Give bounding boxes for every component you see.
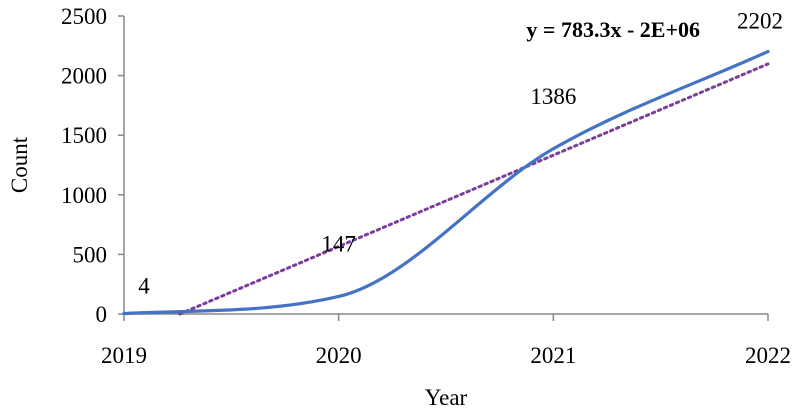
series-line — [122, 49, 770, 316]
data-labels: 4 147 1386 2202 — [138, 9, 783, 299]
trendline-group — [178, 62, 770, 316]
y-tick-label: 1000 — [61, 183, 107, 208]
trendline — [178, 62, 770, 316]
y-tick-label: 500 — [73, 242, 108, 267]
x-tick-label: 2019 — [101, 343, 147, 368]
data-point — [551, 147, 555, 151]
y-tick-label: 2000 — [61, 64, 107, 89]
x-tick-label: 2020 — [316, 343, 362, 368]
data-label: 2202 — [737, 9, 783, 34]
data-label: 4 — [138, 274, 150, 299]
data-label: 1386 — [530, 84, 576, 109]
y-tick-label: 1500 — [61, 123, 107, 148]
y-axis-title: Count — [7, 136, 32, 193]
x-axis-title: Year — [425, 385, 468, 410]
axes — [123, 16, 768, 315]
data-point — [337, 294, 341, 298]
trendline-equation: y = 783.3x - 2E+06 — [526, 17, 700, 42]
x-axis-ticks: 2019 2020 2021 2022 — [101, 314, 791, 368]
series-group — [122, 49, 770, 316]
y-tick-label: 2500 — [61, 4, 107, 29]
data-label: 147 — [321, 231, 356, 256]
y-tick-label: 0 — [96, 302, 108, 327]
x-tick-label: 2022 — [745, 343, 791, 368]
data-point — [122, 312, 126, 316]
x-tick-label: 2021 — [530, 343, 576, 368]
data-point — [766, 50, 770, 54]
y-axis-ticks: 0 500 1000 1500 2000 2500 — [61, 4, 124, 327]
